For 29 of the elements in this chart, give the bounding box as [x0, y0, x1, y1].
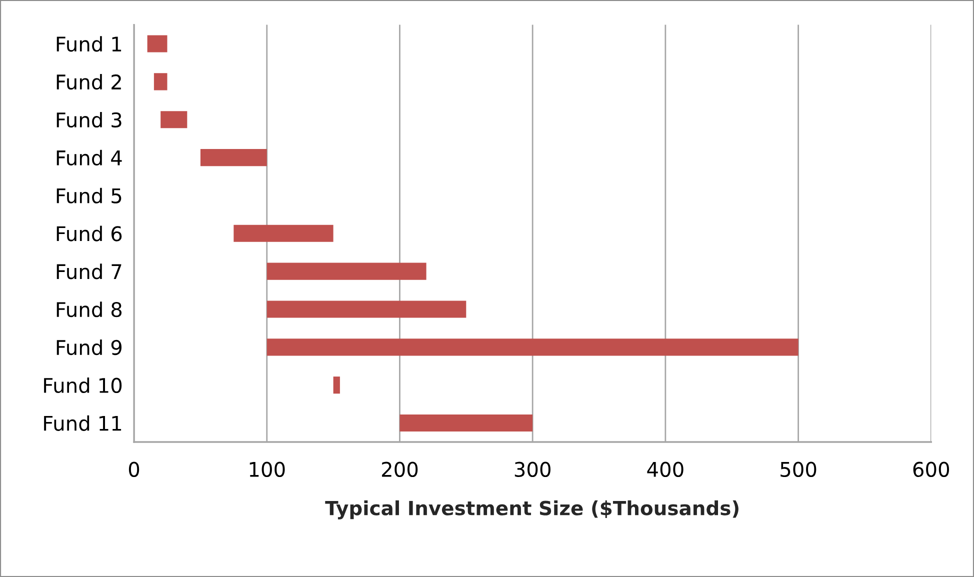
y-tick-label: Fund 10 [44, 377, 122, 394]
bar [154, 73, 168, 90]
y-tick-label: Fund 1 [56, 36, 122, 52]
bar [234, 224, 334, 242]
x-tick-label: 600 [913, 462, 950, 478]
bar [266, 262, 426, 280]
y-tick-label: Fund 4 [56, 150, 122, 166]
x-tick-label: 0 [128, 462, 140, 478]
y-tick-label: Fund 8 [56, 302, 122, 318]
x-tick-label: 100 [250, 462, 285, 478]
bar [147, 35, 168, 52]
x-tick-label: 300 [514, 462, 550, 478]
y-tick-label: Fund 11 [44, 415, 122, 431]
y-tick-label: Fund 7 [56, 264, 122, 280]
x-tick-label: 400 [647, 462, 684, 478]
bar [160, 111, 188, 128]
x-axis-title: Typical Investment Size ($Thousands) [325, 500, 738, 520]
y-tick-label: Fund 5 [56, 188, 122, 204]
bar [333, 376, 340, 394]
bar [266, 338, 798, 356]
y-tick-label: Fund 9 [56, 340, 122, 356]
x-tick-label: 500 [780, 462, 816, 478]
bar [200, 149, 267, 166]
y-tick-label: Fund 3 [56, 112, 122, 128]
bar [400, 414, 533, 432]
y-tick-label: Fund 6 [56, 226, 122, 242]
bar [266, 300, 466, 318]
y-tick-label: Fund 2 [56, 74, 121, 90]
x-tick-label: 200 [382, 462, 418, 478]
